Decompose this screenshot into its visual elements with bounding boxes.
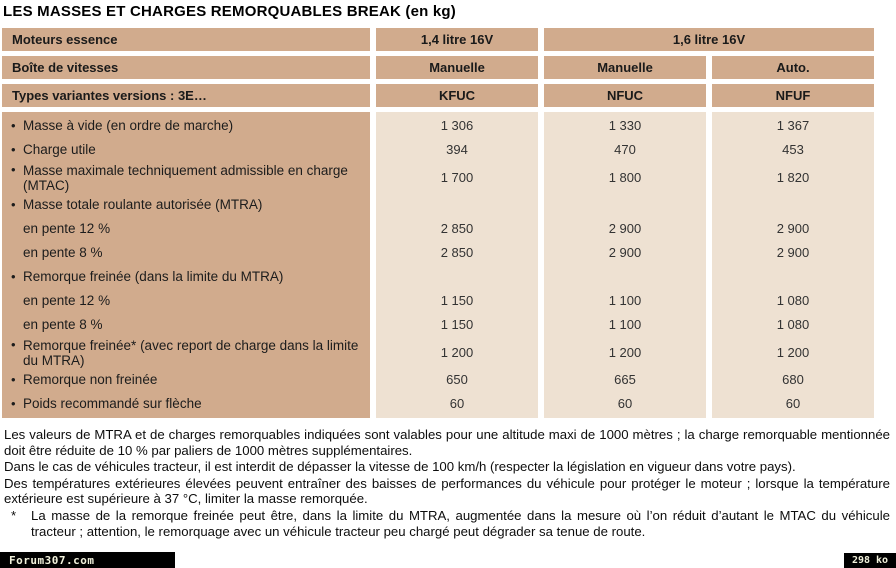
header-version-2: NFUC xyxy=(544,84,706,107)
asterisk-marker: * xyxy=(11,507,17,523)
value-cell: 1 200 xyxy=(440,345,474,360)
value-cell: 1 330 xyxy=(608,118,642,133)
value-cell xyxy=(544,265,706,289)
value-cell: 60 xyxy=(785,396,801,411)
value-cell: 680 xyxy=(782,372,804,387)
header-row-versions: Types variantes versions : 3E… KFUC NFUC… xyxy=(2,84,874,107)
value-cell: 1 800 xyxy=(608,170,642,185)
bullet-icon: • xyxy=(11,197,16,212)
header-gearbox-2: Manuelle xyxy=(544,56,706,79)
header-label-engines: Moteurs essence xyxy=(2,28,370,51)
value-cell: 1 150 xyxy=(440,317,474,332)
header-version-1: KFUC xyxy=(376,84,538,107)
values-column-kfuc: 1 306 394 1 700 2 850 2 850 1 150 1 150 … xyxy=(376,112,538,418)
header-row-engines: Moteurs essence 1,4 litre 16V 1,6 litre … xyxy=(2,28,874,51)
row-label-mtra-pente8: en pente 8 % xyxy=(23,245,103,260)
value-cell: 1 306 xyxy=(440,118,474,133)
header-gearbox-1: Manuelle xyxy=(376,56,538,79)
value-cell: 2 850 xyxy=(440,245,474,260)
header-engine-16: 1,6 litre 16V xyxy=(544,28,874,51)
row-label-masse-a-vide: • Masse à vide (en ordre de marche) xyxy=(2,114,370,138)
value-cell xyxy=(544,193,706,217)
value-cell: 1 080 xyxy=(776,317,810,332)
footnotes-block: Les valeurs de MTRA et de charges remorq… xyxy=(4,427,890,539)
bullet-icon: • xyxy=(11,118,16,133)
value-cell: 2 850 xyxy=(440,221,474,236)
bullet-icon: • xyxy=(11,396,16,411)
value-cell: 470 xyxy=(614,142,636,157)
header-label-versions: Types variantes versions : 3E… xyxy=(2,84,370,107)
value-cell: 2 900 xyxy=(608,221,642,236)
value-cell: 453 xyxy=(782,142,804,157)
value-cell: 60 xyxy=(617,396,633,411)
table-body: • Masse à vide (en ordre de marche) • Char… xyxy=(2,112,874,418)
note-altitude: Les valeurs de MTRA et de charges remorq… xyxy=(4,427,890,458)
row-label-charge-utile: • Charge utile xyxy=(2,138,370,162)
value-cell xyxy=(712,265,874,289)
value-cell: 2 900 xyxy=(608,245,642,260)
bullet-icon: • xyxy=(11,372,16,387)
values-column-nfuc: 1 330 470 1 800 2 900 2 900 1 100 1 100 … xyxy=(544,112,706,418)
bullet-icon: • xyxy=(11,337,16,352)
row-label-rf-pente12: en pente 12 % xyxy=(23,293,111,308)
header-gearbox-3: Auto. xyxy=(712,56,874,79)
page-title: LES MASSES ET CHARGES REMORQUABLES BREAK… xyxy=(3,3,456,20)
row-label-poids-fleche: • Poids recommandé sur flèche xyxy=(2,392,370,416)
towing-masses-table: Moteurs essence 1,4 litre 16V 1,6 litre … xyxy=(2,28,874,418)
row-label-remorque-non-freinee: • Remorque non freinée xyxy=(2,368,370,392)
row-label-mtra-pente12: en pente 12 % xyxy=(23,221,111,236)
header-label-gearbox: Boîte de vitesses xyxy=(2,56,370,79)
header-version-3: NFUF xyxy=(712,84,874,107)
value-cell: 1 200 xyxy=(608,345,642,360)
value-cell: 394 xyxy=(446,142,468,157)
note-speed-limit: Dans le cas de véhicules tracteur, il es… xyxy=(4,459,796,475)
values-column-nfuf: 1 367 453 1 820 2 900 2 900 1 080 1 080 … xyxy=(712,112,874,418)
value-cell: 1 150 xyxy=(440,293,474,308)
row-label-mtra: • Masse totale roulante autorisée (MTRA) xyxy=(2,193,370,217)
row-label-remorque-freinee: • Remorque freinée (dans la limite du MTR… xyxy=(2,265,370,289)
note-temperature: Des températures extérieures élevées peu… xyxy=(4,475,890,507)
labels-column: • Masse à vide (en ordre de marche) • Char… xyxy=(2,112,370,418)
bullet-icon: • xyxy=(11,142,16,157)
value-cell: 1 100 xyxy=(608,293,642,308)
value-cell: 1 200 xyxy=(776,345,810,360)
note-asterisk: * La masse de la remorque freinée peut êt… xyxy=(11,507,890,539)
filesize-badge: 298 ko xyxy=(844,553,896,568)
value-cell: 650 xyxy=(446,372,468,387)
value-cell: 2 900 xyxy=(776,245,810,260)
row-label-rf-pente8: en pente 8 % xyxy=(23,317,103,332)
value-cell: 665 xyxy=(614,372,636,387)
value-cell: 60 xyxy=(449,396,465,411)
value-cell xyxy=(712,193,874,217)
value-cell: 2 900 xyxy=(776,221,810,236)
value-cell: 1 100 xyxy=(608,317,642,332)
value-cell xyxy=(376,193,538,217)
value-cell: 1 820 xyxy=(776,170,810,185)
bullet-icon: • xyxy=(11,269,16,284)
value-cell xyxy=(376,265,538,289)
header-engine-14: 1,4 litre 16V xyxy=(376,28,538,51)
row-label-mtac: • Masse maximale techniquement admissible… xyxy=(11,162,348,193)
value-cell: 1 367 xyxy=(776,118,810,133)
watermark: Forum307.com xyxy=(0,552,175,568)
value-cell: 1 700 xyxy=(440,170,474,185)
value-cell: 1 080 xyxy=(776,293,810,308)
header-row-gearbox: Boîte de vitesses Manuelle Manuelle Auto… xyxy=(2,56,874,79)
row-label-remorque-freinee-report: • Remorque freinée* (avec report de charg… xyxy=(11,337,359,368)
bullet-icon: • xyxy=(11,162,16,177)
